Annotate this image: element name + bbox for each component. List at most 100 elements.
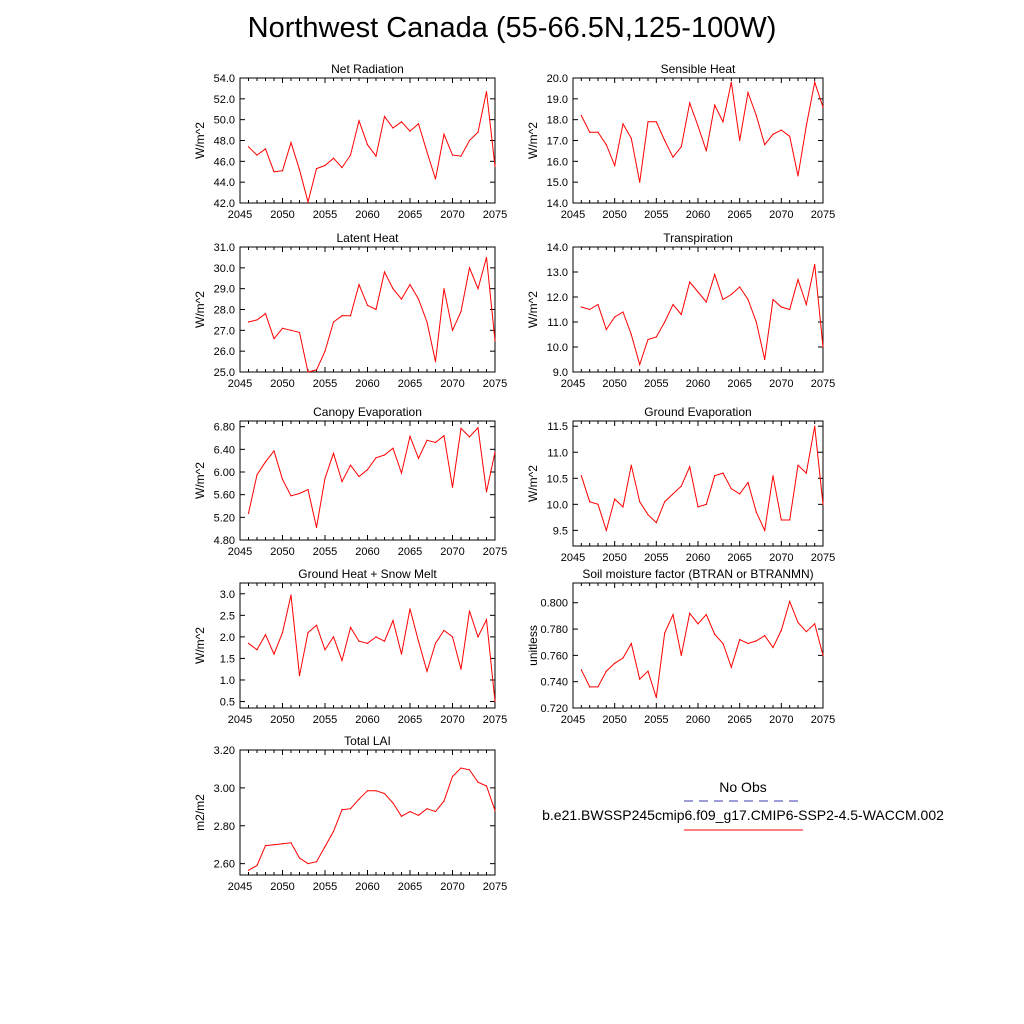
data-point xyxy=(722,642,724,645)
data-point xyxy=(580,114,582,117)
data-point xyxy=(772,298,774,301)
data-point xyxy=(332,636,335,638)
data-point xyxy=(589,501,591,503)
data-point xyxy=(680,313,682,316)
y-tick-label: 52.0 xyxy=(214,94,235,106)
x-tick-label: 2045 xyxy=(228,881,252,893)
data-point xyxy=(273,844,275,846)
data-point xyxy=(580,475,582,477)
data-point xyxy=(772,475,774,477)
panel-title: Net Radiation xyxy=(331,62,404,76)
data-point xyxy=(324,477,326,479)
data-point xyxy=(409,283,411,286)
data-point xyxy=(281,843,284,845)
legend-obs-label: No Obs xyxy=(719,779,767,795)
y-tick-label: 50.0 xyxy=(214,115,235,127)
data-point xyxy=(797,175,799,177)
data-point xyxy=(722,298,724,301)
y-tick-label: 12.0 xyxy=(547,292,568,304)
data-point xyxy=(494,451,496,453)
data-point xyxy=(443,288,445,290)
data-point xyxy=(622,123,624,125)
data-point xyxy=(814,81,816,83)
y-tick-label: 18.0 xyxy=(547,115,568,127)
data-point xyxy=(426,439,428,441)
y-tick-label: 27.0 xyxy=(214,325,235,337)
plot-frame xyxy=(239,77,496,204)
data-point xyxy=(366,642,369,644)
x-tick-label: 2050 xyxy=(270,209,294,221)
data-point xyxy=(256,319,258,321)
data-point xyxy=(580,306,582,308)
data-point xyxy=(705,301,707,303)
data-point xyxy=(655,121,657,123)
x-tick-label: 2050 xyxy=(602,209,626,221)
plot-frame xyxy=(572,420,824,547)
y-axis-label: W/m^2 xyxy=(526,122,540,159)
y-tick-label: 28.0 xyxy=(214,305,235,317)
data-point xyxy=(256,649,258,651)
x-tick-label: 2055 xyxy=(644,714,668,726)
data-point xyxy=(426,321,428,323)
data-point xyxy=(755,114,757,117)
data-point xyxy=(622,311,624,313)
data-point xyxy=(477,781,479,783)
data-point xyxy=(647,670,649,672)
data-point xyxy=(655,521,657,524)
data-point xyxy=(822,654,824,656)
data-point xyxy=(780,306,782,308)
y-tick-label: 16.0 xyxy=(547,156,568,168)
data-point xyxy=(789,135,791,137)
data-point xyxy=(307,488,309,491)
data-point xyxy=(417,640,420,642)
data-point xyxy=(697,291,699,293)
y-axis-label: W/m^2 xyxy=(526,291,540,328)
x-tick-label: 2045 xyxy=(228,209,252,221)
data-point xyxy=(789,600,791,603)
y-tick-label: 19.0 xyxy=(547,94,568,106)
data-point xyxy=(417,298,420,300)
series-line xyxy=(581,264,824,367)
panel-canopy-evaporation: 2045 2050 2055 2060 2065 2070 2075 4.80 5.20 5.60… xyxy=(193,405,507,558)
data-point xyxy=(494,810,496,812)
data-point xyxy=(477,427,479,429)
data-point xyxy=(630,464,632,466)
x-tick-label: 2065 xyxy=(398,378,422,390)
panel-total-lai: 2045 2050 2055 2060 2065 2070 2075 2.60 2.80 3.00… xyxy=(193,734,507,893)
data-point xyxy=(426,808,428,810)
data-point xyxy=(730,293,732,296)
data-point xyxy=(814,623,816,625)
data-point xyxy=(307,631,309,634)
x-tick-label: 2045 xyxy=(561,209,585,221)
y-tick-label: 0.780 xyxy=(540,624,568,636)
data-point xyxy=(451,329,454,331)
x-tick-label: 2070 xyxy=(440,209,464,221)
y-tick-label: 3.20 xyxy=(214,745,235,757)
data-point xyxy=(680,485,682,487)
y-tick-label: 6.40 xyxy=(214,444,235,456)
data-point xyxy=(341,166,343,169)
data-point xyxy=(307,371,309,373)
data-point xyxy=(764,144,766,146)
data-point xyxy=(714,104,716,106)
data-point xyxy=(468,139,471,142)
x-tick-label: 2050 xyxy=(270,546,294,558)
data-point xyxy=(805,472,807,474)
data-point xyxy=(341,659,343,662)
data-point xyxy=(324,845,326,848)
data-point xyxy=(400,121,403,123)
y-tick-label: 0.720 xyxy=(540,703,568,715)
data-point xyxy=(332,452,335,454)
x-tick-label: 2060 xyxy=(686,209,710,221)
data-point xyxy=(680,654,682,656)
y-axis-label: W/m^2 xyxy=(526,465,540,502)
x-tick-label: 2075 xyxy=(811,378,835,390)
data-point xyxy=(383,115,386,118)
data-point xyxy=(341,481,343,483)
data-point xyxy=(639,678,641,680)
y-tick-label: 2.0 xyxy=(220,632,235,644)
data-point xyxy=(639,363,641,366)
panel-title: Total LAI xyxy=(344,734,391,748)
data-point xyxy=(655,696,657,699)
panel-title: Canopy Evaporation xyxy=(313,405,422,419)
